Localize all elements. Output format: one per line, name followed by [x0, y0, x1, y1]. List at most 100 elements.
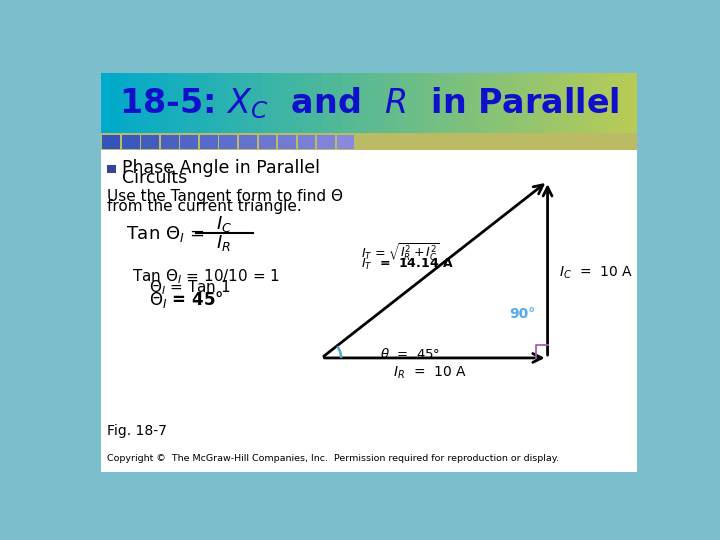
Text: $\Theta_I$ = 45°: $\Theta_I$ = 45°	[148, 289, 223, 310]
Text: Tan $\Theta_I$ = 10/10 = 1: Tan $\Theta_I$ = 10/10 = 1	[132, 267, 280, 286]
Text: $I_T$ = $\sqrt{I_R^2 + I_C^2}$: $I_T$ = $\sqrt{I_R^2 + I_C^2}$	[361, 242, 440, 264]
Bar	[282, 73, 289, 133]
Bar	[624, 73, 631, 133]
Bar	[289, 73, 296, 133]
Bar	[617, 73, 624, 133]
Text: $I_C$  =  10 A: $I_C$ = 10 A	[559, 265, 633, 281]
Bar	[329, 73, 336, 133]
Bar	[396, 73, 403, 133]
Text: $I_C$: $I_C$	[216, 214, 232, 234]
Bar	[175, 73, 182, 133]
Bar	[416, 73, 423, 133]
Bar	[382, 73, 390, 133]
Text: 90°: 90°	[509, 307, 536, 321]
Bar	[258, 134, 276, 149]
Bar	[570, 73, 577, 133]
Bar	[255, 73, 262, 133]
Bar	[262, 73, 269, 133]
Bar	[356, 73, 363, 133]
Bar	[248, 73, 256, 133]
Bar	[402, 73, 410, 133]
Bar	[463, 73, 470, 133]
Text: $\theta$  =  45°: $\theta$ = 45°	[380, 347, 441, 361]
Bar	[202, 73, 209, 133]
Bar	[121, 73, 128, 133]
Bar	[523, 73, 530, 133]
Bar	[516, 73, 523, 133]
Bar	[309, 73, 316, 133]
Bar	[543, 73, 550, 133]
Text: Copyright ©  The McGraw-Hill Companies, Inc.  Permission required for reproducti: Copyright © The McGraw-Hill Companies, I…	[107, 455, 559, 463]
Bar	[222, 73, 229, 133]
Bar	[577, 73, 584, 133]
Bar	[603, 73, 611, 133]
Bar	[161, 134, 179, 149]
Text: $I_R$: $I_R$	[217, 233, 231, 253]
Bar	[322, 73, 329, 133]
Bar	[583, 73, 590, 133]
Bar	[141, 134, 159, 149]
Bar	[503, 73, 510, 133]
Bar	[349, 73, 356, 133]
Bar	[220, 134, 238, 149]
Bar	[590, 73, 597, 133]
Text: Circuits: Circuits	[122, 169, 188, 187]
Bar	[496, 73, 503, 133]
Bar	[563, 73, 570, 133]
Bar	[510, 73, 517, 133]
Bar	[208, 73, 215, 133]
Bar	[239, 134, 257, 149]
Bar	[469, 73, 477, 133]
Bar	[242, 73, 249, 133]
Bar	[630, 73, 637, 133]
Bar	[429, 73, 436, 133]
Bar	[610, 73, 617, 133]
Bar	[337, 134, 354, 149]
Bar	[148, 73, 156, 133]
Bar	[122, 134, 140, 149]
Bar	[101, 133, 636, 150]
Bar	[275, 73, 282, 133]
Bar	[108, 73, 115, 133]
Bar	[423, 73, 430, 133]
Bar	[342, 73, 349, 133]
Bar	[278, 134, 296, 149]
Bar	[155, 73, 162, 133]
Text: 18-5: $X_C$  and  $R$  in Parallel: 18-5: $X_C$ and $R$ in Parallel	[119, 86, 619, 122]
Bar	[200, 134, 217, 149]
Bar	[135, 73, 142, 133]
Bar	[436, 73, 444, 133]
Bar	[168, 73, 176, 133]
Bar	[449, 73, 456, 133]
Bar	[215, 73, 222, 133]
Bar	[315, 73, 323, 133]
Bar	[490, 73, 497, 133]
Bar	[476, 73, 483, 133]
Bar	[557, 73, 564, 133]
Bar	[536, 73, 544, 133]
Bar	[181, 134, 198, 149]
Bar	[128, 73, 135, 133]
Bar	[302, 73, 310, 133]
Bar	[102, 134, 120, 149]
Text: from the current triangle.: from the current triangle.	[107, 199, 302, 214]
Bar	[443, 73, 450, 133]
Text: $\Theta_I$ = Tan 1: $\Theta_I$ = Tan 1	[148, 279, 230, 298]
Text: Fig. 18-7: Fig. 18-7	[107, 424, 166, 438]
Bar	[483, 73, 490, 133]
Bar	[317, 134, 335, 149]
Text: Phase Angle in Parallel: Phase Angle in Parallel	[122, 159, 320, 177]
Bar	[228, 73, 235, 133]
Bar	[195, 73, 202, 133]
Bar	[389, 73, 396, 133]
Bar	[188, 73, 195, 133]
Bar	[456, 73, 463, 133]
Bar	[362, 73, 369, 133]
Bar	[141, 73, 148, 133]
Bar	[101, 73, 109, 133]
Bar	[295, 73, 302, 133]
Bar	[114, 73, 122, 133]
Bar	[409, 73, 416, 133]
Bar	[597, 73, 604, 133]
Bar	[181, 73, 189, 133]
